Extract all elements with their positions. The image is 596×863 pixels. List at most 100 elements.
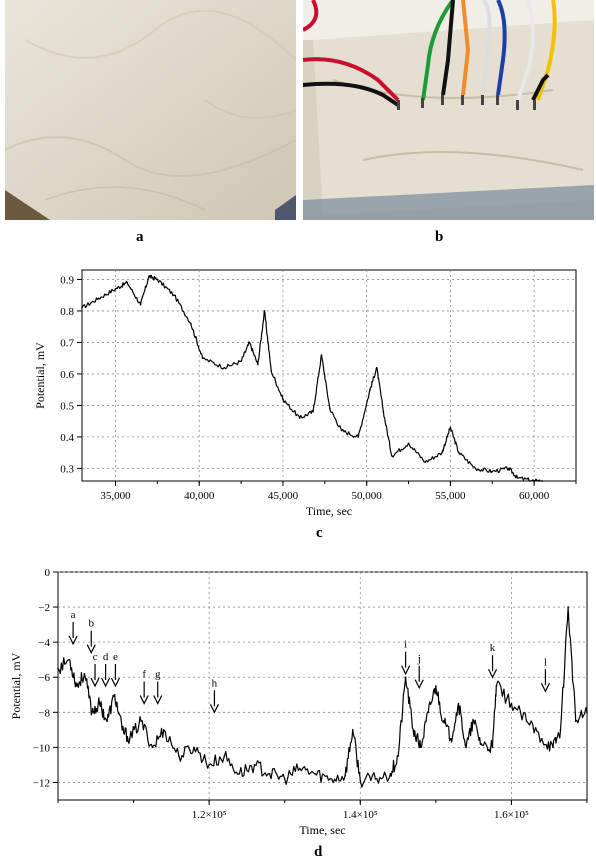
data-point [91,711,93,714]
data-point [299,767,301,770]
data-point [427,711,430,714]
x-axis-label: Time, sec [299,823,345,837]
data-point [397,755,399,757]
data-point [533,480,535,482]
annotation-label: a [71,609,76,621]
data-point [121,729,124,731]
y-tick-label: 0.9 [60,274,74,286]
data-point [329,778,331,780]
data-point [139,303,142,306]
y-tick-label: −6 [38,672,50,684]
data-point [559,729,562,731]
x-tick-label: 1.6×10⁵ [494,809,529,821]
data-point [390,455,393,457]
data-point [238,772,241,775]
annotation-label: d [103,651,109,663]
plot-frame [57,571,588,801]
annotation-label: e [113,651,118,663]
data-point [248,341,251,344]
annotation-arrowhead [487,668,498,679]
annotation-arrowhead [540,682,550,693]
data-point [282,398,284,400]
data-point [283,778,286,780]
annotation-label: b [89,618,95,630]
data-point [457,702,460,705]
data-point [114,288,117,290]
data-point [223,755,226,757]
data-point [140,720,142,722]
data-point [83,672,86,675]
plot-frame [81,269,577,482]
data-point [223,366,226,369]
annotation-arrowhead [90,677,100,688]
series-line [81,274,543,482]
data-point [270,369,273,372]
data-point [156,278,159,281]
data-point [495,685,498,687]
data-point [442,720,445,722]
annotation-label: g [155,669,161,681]
panel-label-b: b [435,229,444,245]
data-point [163,729,165,731]
data-point [351,729,354,731]
data-point [369,388,371,391]
annotation-label: j [417,653,421,665]
chart-d: 1.2×10⁵ 1.4×10⁵ 1.6×10⁵ 0 −2 −4 −6 −8 −10 −12 Time… [9,567,588,837]
data-point [552,746,554,749]
x-tick-label: 1.4×10⁵ [343,809,378,821]
annotation-arrowhead [86,644,96,655]
photo-b [303,0,594,220]
x-tick-label: 1.2×10⁵ [192,809,227,821]
data-point [98,702,101,705]
panel-label-d: d [314,844,323,860]
annotation-label: i [404,639,407,651]
data-point [208,764,210,766]
data-point [263,310,266,312]
data-point [312,410,314,413]
data-point [329,407,331,410]
data-point [525,720,528,722]
y-tick-label: 0.4 [60,432,74,444]
annotation-label: c [93,651,98,663]
data-point [359,779,362,782]
data-point [574,720,577,722]
slab-with-electrodes-photo [303,0,594,220]
data-point [474,467,477,470]
series-line [57,606,588,788]
data-point [412,729,414,731]
y-tick-label: 0.5 [60,400,74,412]
data-point [472,720,475,722]
data-point [178,755,180,757]
y-tick-label: 0 [45,567,51,579]
data-point [314,772,316,775]
data-point [268,772,271,775]
annotation-arrowhead [101,677,111,688]
x-axis-label: Time, sec [306,504,352,518]
data-point [450,737,452,740]
y-tick-label: −2 [38,602,50,614]
annotation-label: l [544,656,547,668]
data-point [340,429,343,432]
y-tick-label: −12 [33,777,50,789]
data-point [257,363,259,366]
annotation-arrowhead [139,695,149,705]
annotation-label: h [212,677,218,689]
data-point [586,711,588,714]
y-tick-label: −8 [38,707,50,719]
x-tick-label: 50,000 [352,490,383,502]
data-point [201,357,204,359]
data-point [389,772,392,775]
data-point [68,658,71,661]
data-point [193,746,195,749]
annotation-label: f [142,669,146,681]
slab-photo-a [5,0,296,220]
y-tick-label: 0.8 [60,306,74,318]
data-point [113,693,116,696]
data-point [151,746,154,749]
data-point [382,410,385,413]
data-point [190,322,192,325]
data-point [449,426,452,429]
data-point [76,685,78,687]
data-point [357,436,360,438]
data-point [508,467,510,470]
